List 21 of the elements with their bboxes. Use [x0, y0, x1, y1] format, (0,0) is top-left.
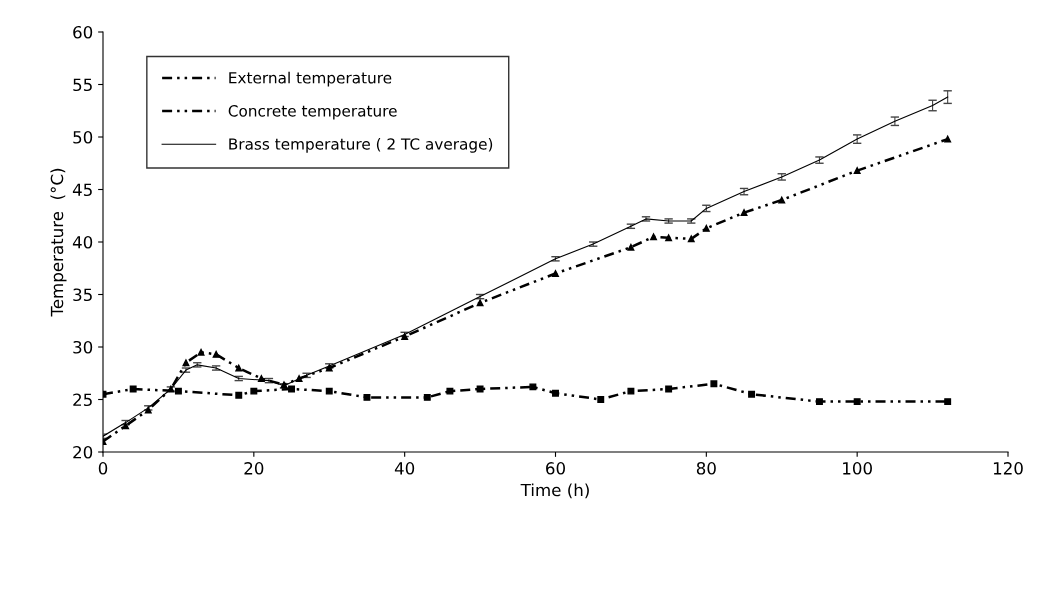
x-axis-title: Time (h)	[520, 483, 589, 499]
x-tick-label: 80	[696, 462, 716, 475]
y-tick-label: 60	[73, 25, 93, 39]
x-tick-label: 100	[843, 462, 872, 475]
x-tick-label: 40	[394, 462, 415, 475]
x-tick-label: 0	[98, 462, 108, 475]
y-tick-label: 35	[73, 288, 92, 302]
x-tick-label: 60	[546, 462, 565, 475]
x-tick-label: 120	[993, 462, 1023, 475]
y-tick-label: 50	[73, 130, 93, 144]
y-tick-label: 55	[73, 78, 92, 92]
x-tick-label: 20	[244, 462, 264, 475]
y-tick-label: 45	[72, 183, 92, 197]
legend-label: External temperature	[229, 71, 392, 87]
legend-label: Brass temperature ( 2 TC average)	[229, 137, 493, 153]
y-tick-label: 40	[72, 235, 93, 249]
y-tick-label: 20	[73, 445, 93, 459]
y-tick-label: 30	[73, 340, 93, 354]
legend-label: Concrete temperature	[228, 105, 397, 120]
y-axis-title: Temperature (°C)	[50, 168, 67, 317]
y-tick-label: 25	[73, 393, 92, 407]
